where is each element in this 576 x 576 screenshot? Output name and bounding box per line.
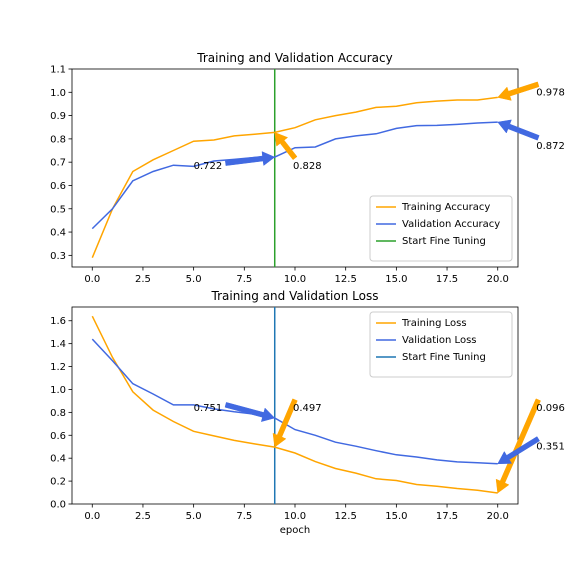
y-tick-label: 0.0 [50,500,66,511]
chart-panel-loss: 0.0 2.5 5.0 7.5 10.0 12.5 15.0 17.5 20.0 0.0 0.2 0.… [50,306,565,522]
legend-entry: Validation Accuracy [402,219,500,230]
annotation-arrow [497,119,540,141]
legend-box [369,311,513,378]
annotation-label: 0.978 [536,87,565,98]
y-tick-label: 0.6 [50,431,66,442]
y-tick-label: 0.5 [50,204,66,215]
y-tick-label: 0.8 [50,408,66,419]
y-tick-label: 0.8 [50,134,66,145]
legend: Training Loss Validation Loss Start Fine T… [369,311,513,378]
y-tick-label: 1.0 [50,385,66,396]
x-tick-label: 15.0 [385,274,407,285]
chart-title-loss: Training and Validation Loss [211,289,379,303]
chart-title-accuracy: Training and Validation Accuracy [196,51,392,65]
y-tick-label: 0.9 [50,111,66,122]
x-tick-label: 2.5 [135,274,151,285]
annotation-arrow [497,436,540,465]
chart-panel-acc: 0.0 2.5 5.0 7.5 10.0 12.5 15.0 17.5 20.0 0.3 0.4 0.… [50,65,565,286]
annotation-label: 0.351 [536,442,565,453]
x-tick-label: 17.5 [436,274,458,285]
x-tick-label: 5.0 [186,511,202,522]
x-tick-label: 7.5 [236,511,252,522]
validation-loss-line [91,338,498,465]
legend-entry: Training Loss [401,318,467,329]
x-tick-label: 5.0 [186,274,202,285]
annotation-label: 0.872 [536,141,565,152]
x-tick-label: 0.0 [84,511,100,522]
y-tick-label: 0.4 [50,454,66,465]
legend-box [369,195,513,262]
annotation-arrow [224,402,276,422]
x-tick-label: 17.5 [436,511,458,522]
y-tick-label: 0.3 [50,251,66,262]
x-tick-label: 7.5 [236,274,252,285]
annotation-label: 0.096 [536,403,565,414]
x-tick-label: 12.5 [335,511,357,522]
y-tick-label: 0.7 [50,158,66,169]
y-tick-label: 1.6 [50,316,66,327]
training-accuracy-line [91,96,498,258]
annotation-label: 0.751 [194,403,223,414]
annotation-arrow [495,398,541,494]
legend-entry: Validation Loss [402,335,477,346]
annotation-arrow [272,398,298,448]
validation-accuracy-line [91,121,498,230]
annotation-label: 0.722 [194,161,223,172]
x-tick-label: 15.0 [385,511,407,522]
x-axis-label: epoch [280,525,310,536]
y-tick-label: 0.4 [50,228,66,239]
x-tick-label: 10.0 [284,511,306,522]
y-tick-label: 0.2 [50,477,66,488]
annotation-arrow [497,81,540,101]
x-tick-label: 10.0 [284,274,306,285]
annotation-arrow [225,151,276,166]
y-tick-label: 1.4 [50,339,66,350]
legend-entry: Training Accuracy [401,202,490,213]
y-tick-label: 0.6 [50,181,66,192]
annotation-arrow [274,132,298,161]
annotation-label: 0.497 [293,403,322,414]
legend: Training Accuracy Validation Accuracy Star… [369,195,513,262]
legend-entry: Start Fine Tuning [402,352,486,363]
y-tick-label: 1.2 [50,362,66,373]
annotation-label: 0.828 [293,161,322,172]
training-loss-line [91,315,498,494]
y-tick-label: 1.0 [50,88,66,99]
x-tick-label: 12.5 [335,274,357,285]
x-tick-label: 0.0 [84,274,100,285]
x-tick-label: 2.5 [135,511,151,522]
x-tick-label: 20.0 [487,274,509,285]
x-tick-label: 20.0 [487,511,509,522]
y-tick-label: 1.1 [50,65,66,76]
legend-entry: Start Fine Tuning [402,236,486,247]
